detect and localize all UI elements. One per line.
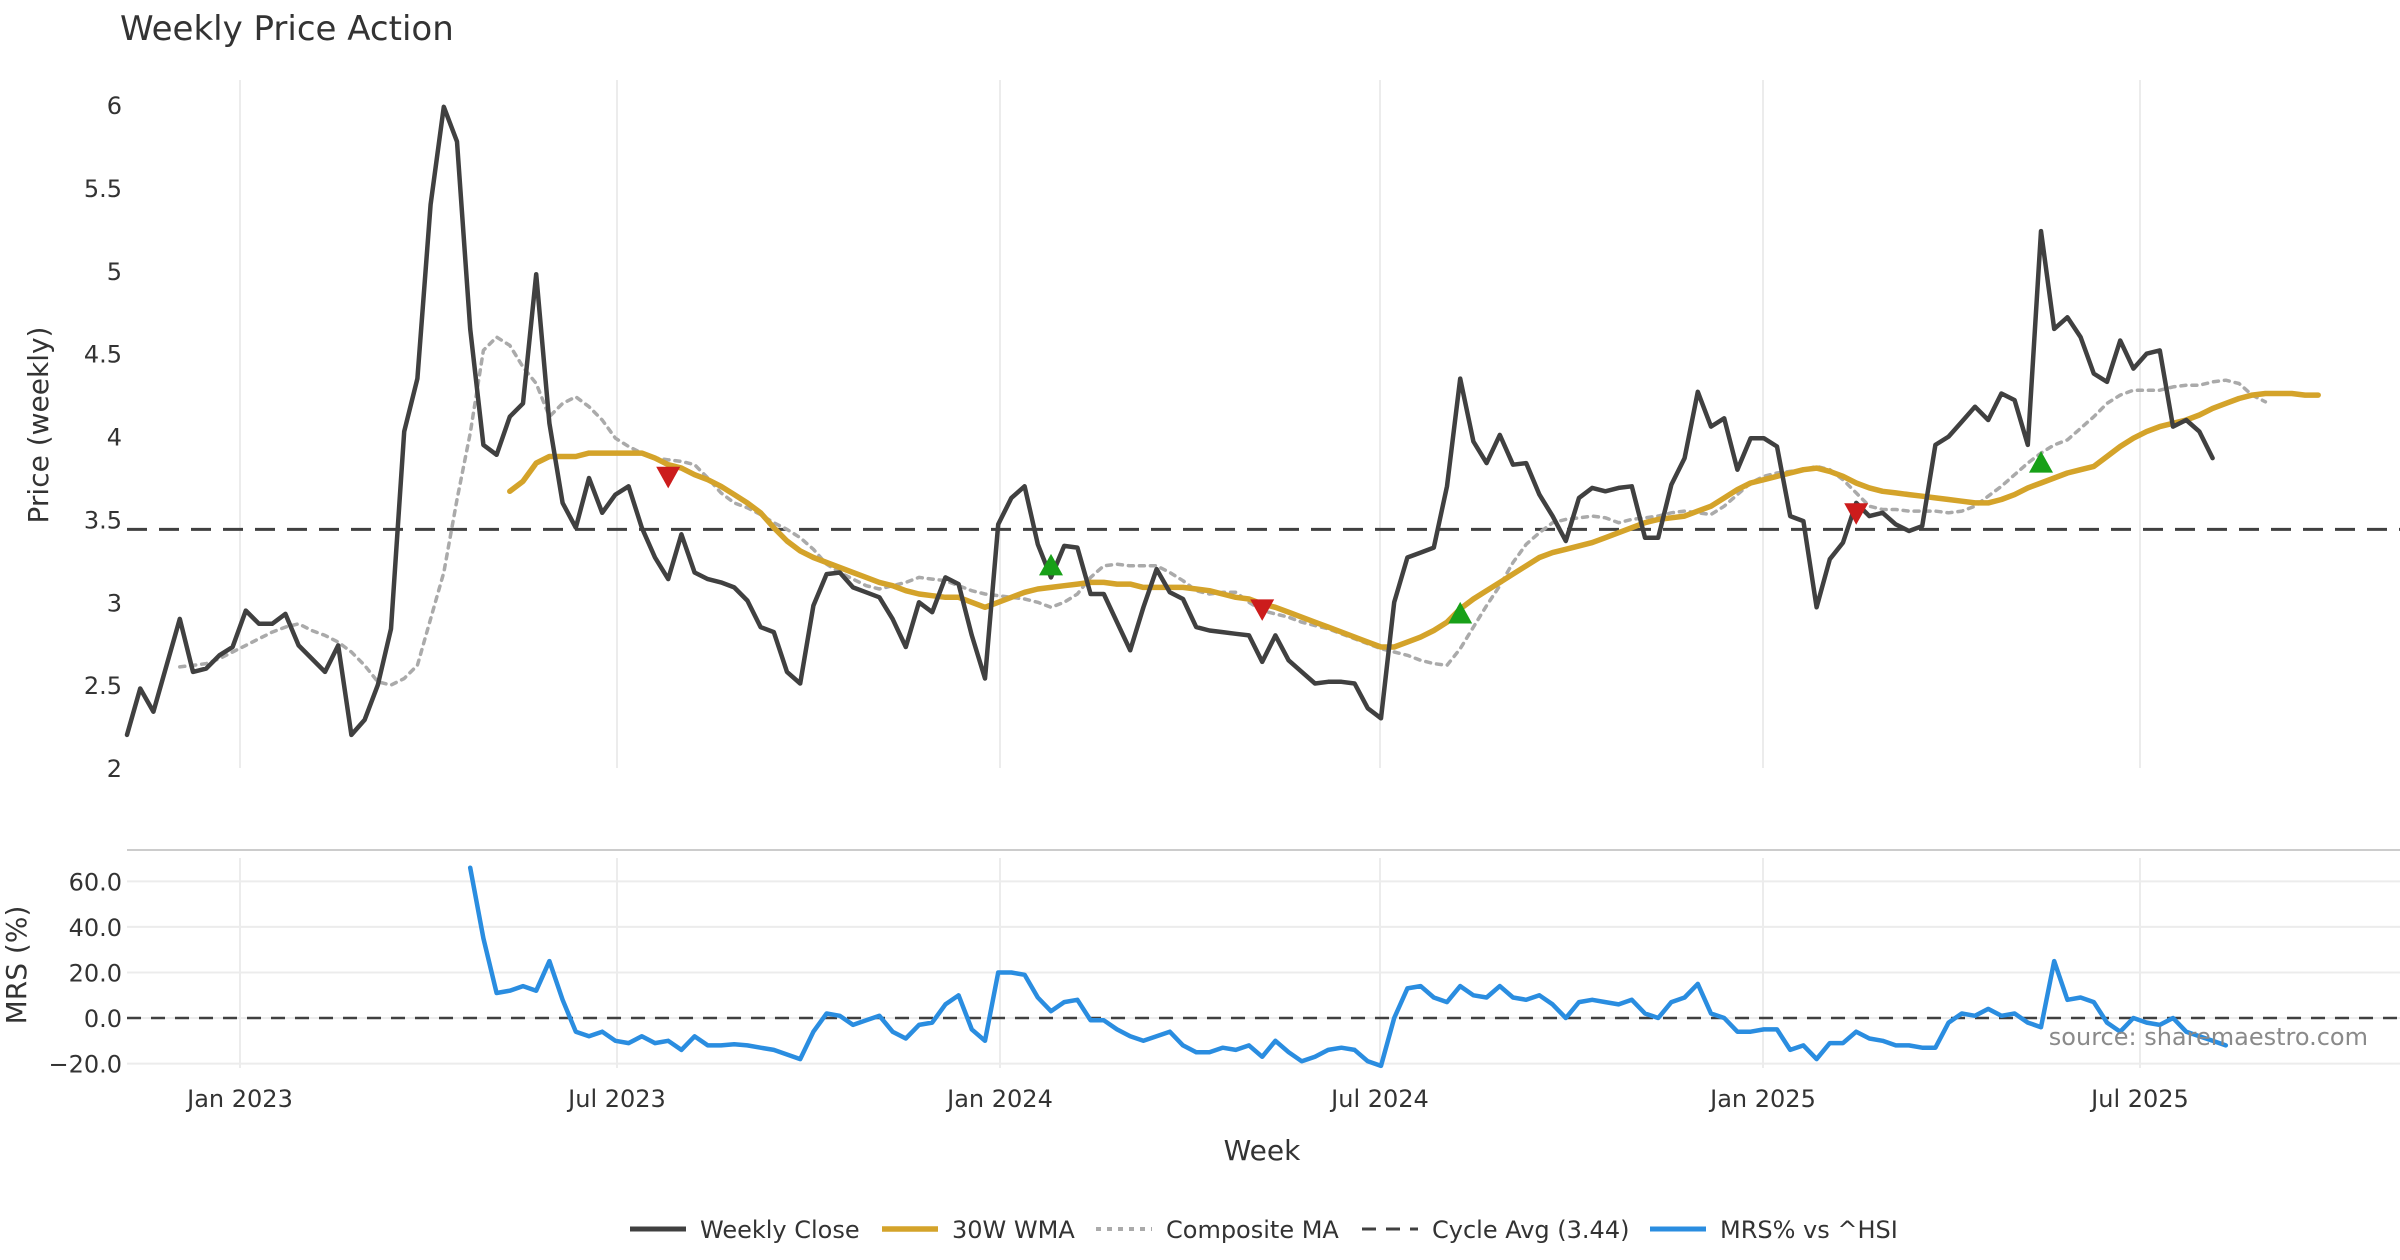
price-y-tick-label: 2 bbox=[107, 755, 122, 783]
price-y-tick-label: 5 bbox=[107, 258, 122, 286]
legend-label: Weekly Close bbox=[700, 1216, 860, 1244]
x-tick-label: Jul 2024 bbox=[1329, 1085, 1429, 1113]
mrs-panel: 60.0 40.0 20.0 0.0 −20.0 MRS (%) source: sha… bbox=[0, 858, 2400, 1079]
sell-signal-marker bbox=[1250, 599, 1275, 621]
30w-wma-line bbox=[507, 390, 2321, 650]
price-y-tick-label: 4 bbox=[107, 424, 122, 452]
price-gridlines bbox=[239, 80, 2141, 768]
x-tick-label: Jan 2024 bbox=[945, 1085, 1053, 1113]
x-tick-label: Jul 2023 bbox=[566, 1085, 666, 1113]
mrs-y-tick-label: 60.0 bbox=[69, 868, 122, 896]
legend-label: Composite MA bbox=[1166, 1216, 1339, 1244]
price-y-label: Price (weekly) bbox=[22, 327, 55, 524]
x-tick-label: Jul 2025 bbox=[2089, 1085, 2189, 1113]
price-series bbox=[124, 104, 2321, 738]
legend-label: Cycle Avg (3.44) bbox=[1432, 1216, 1629, 1244]
price-y-ticks: 2 2.5 3 3.5 4 4.5 5 5.5 6 bbox=[84, 92, 122, 783]
x-ticks: Jan 2023 Jul 2023 Jan 2024 Jul 2024 Jan 2025… bbox=[185, 1085, 2189, 1113]
chart-title: Weekly Price Action bbox=[120, 9, 454, 49]
legend: Weekly Close 30W WMA Composite MA Cycle Avg… bbox=[630, 1216, 1898, 1244]
buy-signal-marker bbox=[1039, 553, 1063, 576]
mrs-y-label: MRS (%) bbox=[0, 906, 33, 1025]
mrs-line bbox=[467, 865, 2229, 1069]
sell-signal-marker bbox=[656, 466, 681, 489]
mrs-y-tick-label: 20.0 bbox=[69, 959, 122, 987]
price-y-tick-label: 3.5 bbox=[84, 506, 122, 534]
mrs-y-ticks: 60.0 40.0 20.0 0.0 −20.0 bbox=[48, 868, 122, 1078]
price-y-tick-label: 4.5 bbox=[84, 341, 122, 369]
price-y-tick-label: 2.5 bbox=[84, 672, 122, 700]
mrs-y-tick-label: 0.0 bbox=[84, 1005, 122, 1033]
source-text: source: sharemaestro.com bbox=[2049, 1023, 2368, 1051]
mrs-y-tick-label: −20.0 bbox=[48, 1051, 122, 1079]
mrs-series bbox=[467, 865, 2229, 1069]
price-y-tick-label: 6 bbox=[107, 92, 122, 120]
legend-label: MRS% vs ^HSI bbox=[1720, 1216, 1898, 1244]
x-tick-label: Jan 2023 bbox=[185, 1085, 293, 1113]
legend-label: 30W WMA bbox=[952, 1216, 1075, 1244]
mrs-y-tick-label: 40.0 bbox=[69, 914, 122, 942]
price-panel: 2 2.5 3 3.5 4 4.5 5 5.5 6 Price (weekly) bbox=[22, 80, 2400, 783]
x-axis-label: Week bbox=[1224, 1134, 1301, 1167]
x-tick-label: Jan 2025 bbox=[1708, 1085, 1816, 1113]
buy-signal-marker bbox=[1448, 601, 1473, 624]
sell-signal-marker bbox=[1844, 503, 1869, 525]
buy-signal-marker bbox=[2029, 451, 2053, 473]
price-y-tick-label: 5.5 bbox=[84, 175, 122, 203]
price-y-tick-label: 3 bbox=[107, 589, 122, 617]
signal-markers bbox=[656, 451, 2053, 624]
weekly-close-line bbox=[124, 104, 2215, 738]
